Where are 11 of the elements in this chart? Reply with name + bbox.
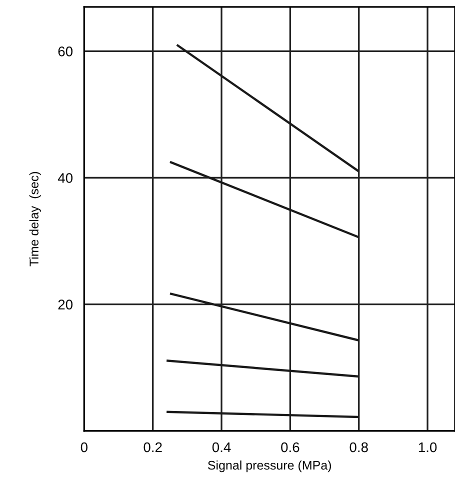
- x-tick-label: 1.0: [418, 442, 437, 452]
- x-axis-title: Signal pressure (MPa): [208, 460, 331, 472]
- x-tick-label: 0.2: [144, 442, 162, 452]
- y-tick-label: 60: [58, 46, 73, 56]
- x-tick-label: 0: [80, 442, 88, 452]
- x-tick-label: 0.8: [350, 442, 368, 452]
- x-tick-label: 0.6: [281, 442, 300, 452]
- y-tick-label: 20: [58, 300, 73, 310]
- y-axis-title: Time delay (sec): [29, 172, 41, 266]
- y-tick-label: 40: [58, 173, 73, 183]
- x-tick-label: 0.4: [212, 442, 231, 452]
